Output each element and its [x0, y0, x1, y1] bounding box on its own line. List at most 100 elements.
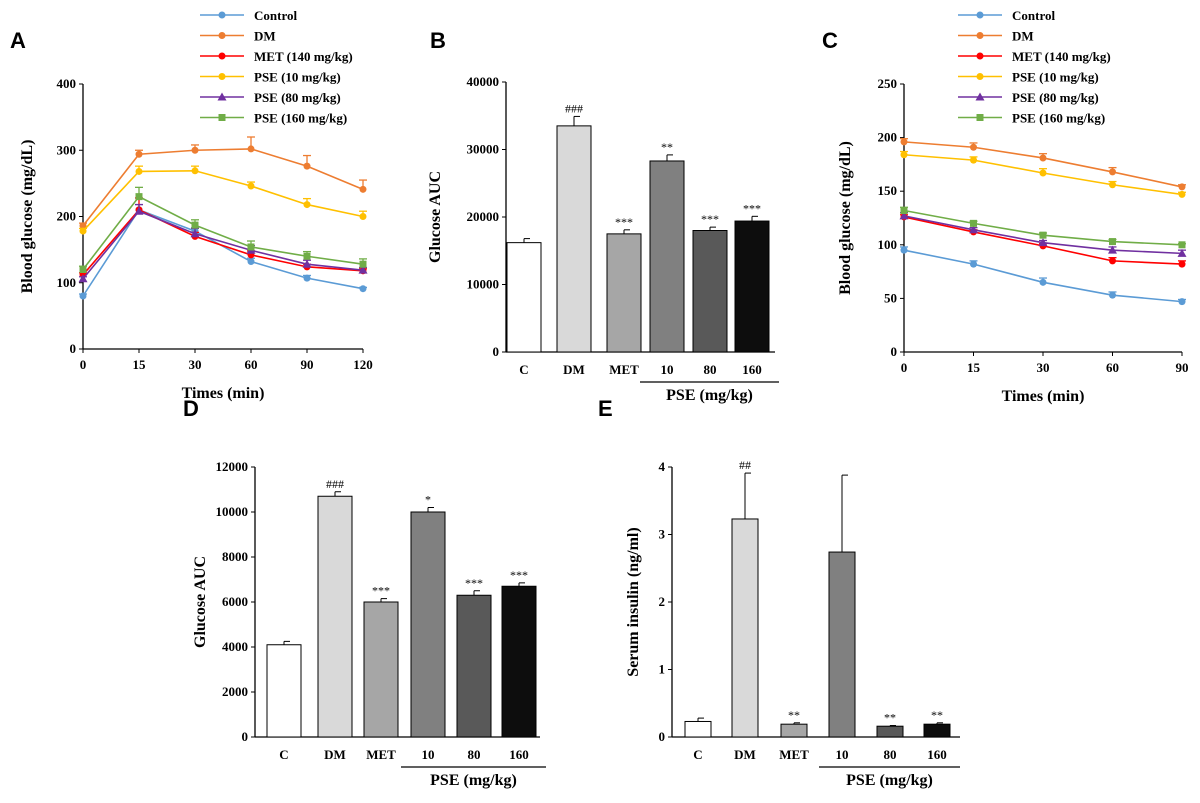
group-label: PSE (mg/kg): [846, 772, 933, 789]
legend-marker: [217, 92, 227, 101]
y-tick-label: 2: [659, 594, 666, 609]
legend-marker: [218, 52, 226, 60]
legend-entry: PSE (10 mg/kg): [1012, 70, 1099, 85]
data-point: [1109, 257, 1116, 265]
data-point: [191, 167, 199, 175]
y-tick-label: 12000: [216, 459, 249, 474]
bar: [363, 601, 399, 738]
data-point: [79, 266, 87, 273]
x-tick-label: 80: [704, 362, 717, 377]
significance-label: ***: [743, 201, 761, 215]
data-point: [1177, 248, 1187, 257]
series-line: [82, 169, 364, 232]
bar: [923, 723, 951, 738]
y-axis-label: Blood glucose (mg/dL): [837, 141, 854, 295]
significance-label: ***: [465, 576, 483, 590]
x-tick-label: 160: [927, 747, 947, 762]
legend-marker: [218, 73, 226, 80]
bar: [266, 644, 302, 738]
bar: [684, 720, 712, 738]
x-tick-label: 10: [836, 747, 849, 762]
data-point: [1178, 260, 1186, 268]
legend-entry: Control: [254, 8, 297, 23]
bar: [410, 511, 446, 738]
x-tick-label: 60: [245, 357, 258, 372]
data-point: [79, 292, 87, 300]
significance-label: *: [425, 493, 431, 507]
data-point: [247, 243, 255, 251]
y-tick-label: 10000: [467, 277, 500, 292]
bar: [649, 160, 685, 353]
legend-entry: Control: [1012, 8, 1055, 23]
panel-label: A: [10, 28, 26, 53]
data-point: [191, 146, 199, 154]
data-point: [359, 285, 367, 293]
significance-label: ***: [510, 568, 528, 582]
y-axis-label: Blood glucose (mg/dL): [19, 140, 36, 294]
x-tick-label: MET: [779, 747, 809, 762]
y-tick-label: 0: [659, 729, 666, 744]
x-tick-label: 10: [661, 362, 674, 377]
x-tick-label: C: [279, 747, 288, 762]
data-point: [359, 260, 367, 268]
legend-entry: PSE (80 mg/kg): [1012, 90, 1099, 105]
data-point: [190, 229, 200, 238]
significance-label: **: [931, 708, 943, 722]
y-tick-label: 400: [57, 76, 77, 91]
legend-marker: [976, 114, 984, 121]
series-line: [82, 148, 364, 227]
data-point: [900, 138, 908, 146]
legend-entry: DM: [254, 29, 276, 44]
legend-entry: PSE (160 mg/kg): [1012, 111, 1105, 126]
data-point: [79, 227, 87, 235]
data-point: [359, 185, 367, 193]
bar: [780, 723, 808, 738]
legend-entry: PSE (10 mg/kg): [254, 70, 341, 85]
y-tick-label: 200: [878, 130, 898, 145]
y-tick-label: 150: [878, 183, 898, 198]
legend-marker: [218, 114, 226, 121]
data-point: [303, 162, 311, 170]
bar: [317, 495, 353, 738]
series-line: [82, 195, 364, 270]
data-point: [900, 151, 908, 159]
y-tick-label: 10000: [216, 504, 249, 519]
y-tick-label: 4: [659, 459, 666, 474]
x-tick-label: C: [693, 747, 702, 762]
x-tick-label: C: [519, 362, 528, 377]
group-label: PSE (mg/kg): [430, 772, 517, 789]
panel-label: D: [183, 396, 199, 421]
y-tick-label: 100: [878, 237, 898, 252]
x-axis-label: Times (min): [1002, 388, 1085, 405]
x-tick-label: 0: [80, 357, 87, 372]
y-tick-label: 20000: [467, 209, 500, 224]
x-tick-label: DM: [734, 747, 756, 762]
x-tick-label: 10: [422, 747, 435, 762]
legend-entry: DM: [1012, 29, 1034, 44]
data-point: [1178, 241, 1186, 249]
data-point: [135, 193, 143, 201]
data-point: [1038, 238, 1048, 247]
x-axis-label: Times (min): [182, 385, 265, 402]
data-point: [970, 156, 977, 164]
y-tick-label: 200: [57, 209, 77, 224]
y-tick-label: 4000: [222, 639, 248, 654]
x-tick-label: 60: [1106, 360, 1119, 375]
significance-label: ***: [701, 212, 719, 226]
y-tick-label: 0: [70, 341, 77, 356]
x-tick-label: MET: [366, 747, 396, 762]
legend-entry: PSE (160 mg/kg): [254, 111, 347, 126]
y-tick-label: 0: [242, 729, 249, 744]
data-point: [1178, 183, 1186, 191]
data-point: [1039, 278, 1047, 286]
data-point: [899, 211, 909, 220]
y-axis-label: Serum insulin (ng/ml): [625, 527, 642, 676]
data-point: [900, 246, 908, 254]
data-point: [1039, 231, 1047, 239]
x-tick-label: 160: [509, 747, 529, 762]
series-line: [82, 208, 364, 297]
data-point: [970, 143, 977, 151]
panel-label: B: [430, 28, 446, 53]
bar: [506, 242, 542, 353]
